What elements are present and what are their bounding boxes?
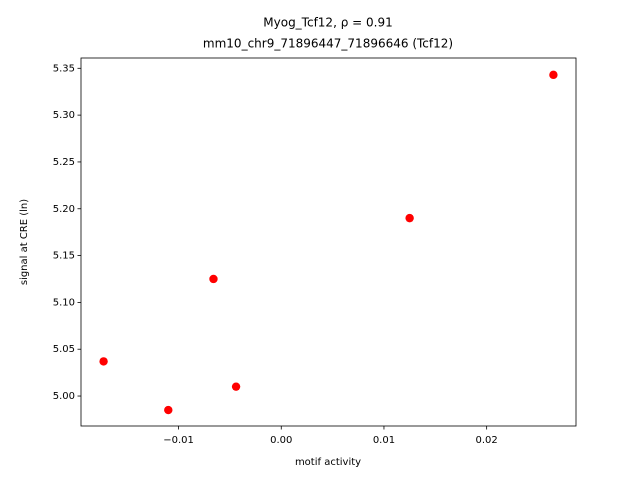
x-tick-label: 0.01 [373,435,395,446]
y-tick-label: 5.30 [53,110,75,121]
y-tick-label: 5.25 [53,157,75,168]
point [209,274,218,284]
point [164,405,173,415]
chart-title: Myog_Tcf12, ρ = 0.91 [263,16,392,30]
y-tick-label: 5.35 [53,63,75,74]
y-tick-label: 5.10 [53,297,75,308]
point [99,357,108,366]
point [405,213,414,223]
plot-frame [80,57,577,427]
y-tick-label: 5.00 [53,391,75,402]
x-axis-label: motif activity [295,457,361,468]
x-tick-label: 0.00 [270,435,292,446]
y-tick-label: 5.05 [53,344,75,355]
y-axis-label: signal at CRE (ln) [19,199,30,285]
point [231,382,241,391]
point [549,70,558,80]
x-tick-label: 0.02 [476,435,498,446]
y-tick-label: 5.15 [53,251,75,262]
y-tick-label: 5.20 [53,204,75,215]
x-tick-label: −0.01 [163,435,194,446]
chart-subtitle: mm10_chr9_71896447_71896646 (Tcf12) [203,37,453,51]
